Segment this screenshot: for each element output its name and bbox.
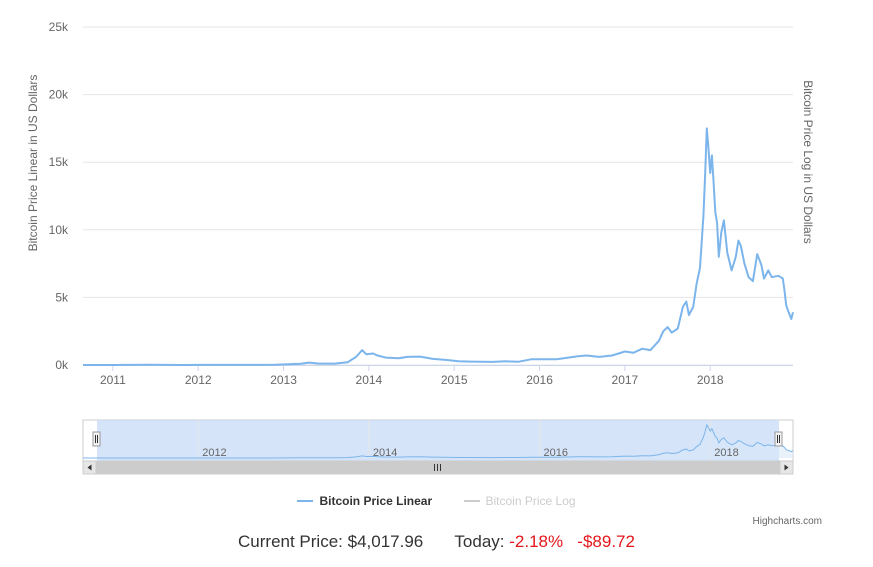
navigator-label: 2018 — [714, 447, 738, 459]
y-axis-ticks: 0k 5k 10k 15k 20k 25k — [49, 20, 69, 372]
x-axis-ticks: 2011 2012 2013 2014 2015 2016 2017 2018 — [100, 365, 724, 387]
legend-label-linear: Bitcoin Price Linear — [319, 494, 433, 508]
y-tick-label: 20k — [49, 88, 69, 102]
navigator-label: 2014 — [373, 447, 397, 459]
legend-item-log[interactable]: Bitcoin Price Log — [463, 494, 576, 508]
y-axis-title-left: Bitcoin Price Linear in US Dollars — [26, 75, 40, 252]
navigator-label: 2016 — [544, 447, 568, 459]
y-tick-label: 0k — [55, 358, 69, 372]
arrow-left-icon — [87, 464, 92, 471]
legend-line-icon — [297, 500, 314, 502]
today-dollar-change: -$89.72 — [577, 532, 635, 551]
navigator-right-handle[interactable] — [774, 431, 783, 447]
navigator-area — [83, 424, 793, 458]
series-line-bitcoin-price-linear[interactable] — [83, 127, 794, 366]
x-tick-label: 2012 — [185, 373, 212, 387]
scrollbar-grip-icon — [434, 464, 441, 471]
navigator-labels: 2012 2014 2016 2018 — [202, 447, 739, 459]
credits-link[interactable]: Highcharts.com — [752, 516, 822, 527]
y-axis-title-right: Bitcoin Price Log in US Dollars — [801, 80, 815, 243]
navigator-label: 2012 — [202, 447, 226, 459]
x-tick-label: 2016 — [526, 373, 553, 387]
series-line-group — [83, 127, 794, 366]
legend-item-linear[interactable]: Bitcoin Price Linear — [297, 494, 432, 508]
x-tick-label: 2017 — [612, 373, 639, 387]
navigator[interactable]: 2012 2014 2016 2018 — [82, 419, 794, 462]
price-summary: Current Price: $4,017.96 Today: -2.18% -… — [0, 532, 873, 552]
x-tick-label: 2013 — [270, 373, 297, 387]
scrollbar[interactable] — [82, 460, 794, 475]
legend-line-icon — [463, 500, 480, 502]
x-tick-label: 2018 — [697, 373, 724, 387]
today-label: Today: — [454, 532, 505, 551]
current-price-label: Current Price: — [238, 532, 343, 551]
arrow-right-icon — [784, 464, 789, 471]
y-tick-label: 5k — [55, 290, 69, 304]
y-tick-label: 15k — [49, 155, 69, 169]
x-tick-label: 2015 — [441, 373, 468, 387]
y-tick-label: 10k — [49, 223, 69, 237]
navigator-line — [83, 423, 794, 459]
today-percent-change: -2.18% — [509, 532, 564, 551]
navigator-left-handle[interactable] — [92, 431, 101, 447]
y-tick-label: 25k — [49, 20, 69, 34]
scroll-left-button[interactable] — [82, 460, 97, 475]
current-price-value: $4,017.96 — [347, 532, 424, 551]
gridlines — [83, 26, 793, 366]
x-tick-label: 2011 — [100, 373, 126, 387]
x-tick-label: 2014 — [356, 373, 383, 387]
legend: Bitcoin Price Linear Bitcoin Price Log — [0, 491, 873, 508]
legend-label-log: Bitcoin Price Log — [485, 494, 576, 508]
scroll-right-button[interactable] — [779, 460, 794, 475]
